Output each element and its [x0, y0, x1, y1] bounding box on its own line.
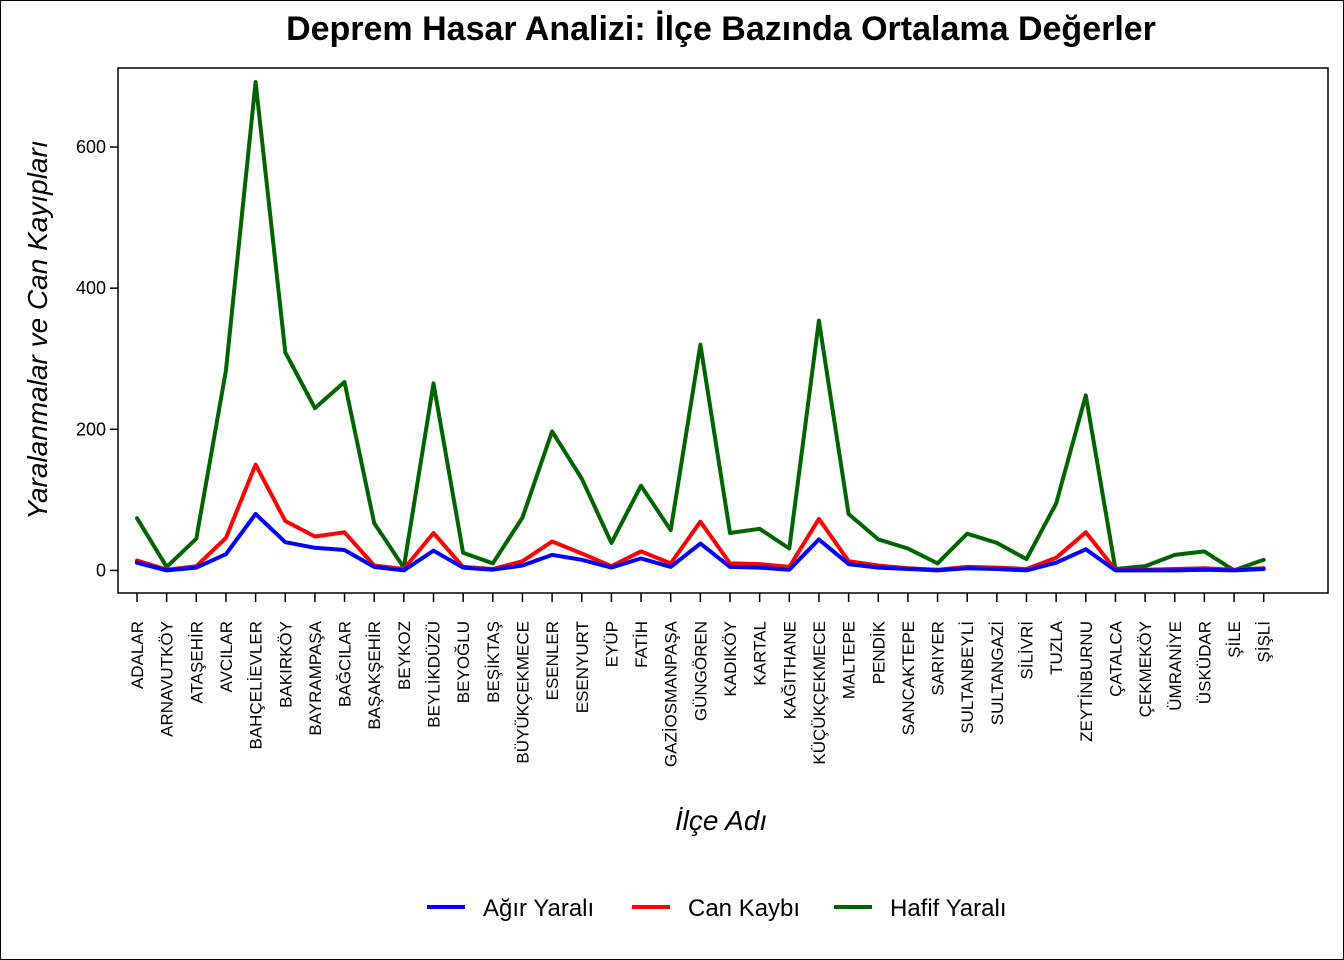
x-tick-label: ŞİŞLİ — [1255, 621, 1274, 663]
x-tick-label: ÇEKMEKÖY — [1136, 621, 1155, 717]
x-tick-label: KADIKÖY — [721, 621, 740, 697]
x-tick-label: SANCAKTEPE — [899, 621, 918, 735]
legend-label: Ağır Yaralı — [483, 895, 594, 922]
x-tick-label: BEŞİKTAŞ — [484, 621, 503, 703]
chart-title: Deprem Hasar Analizi: İlçe Bazında Ortal… — [286, 10, 1156, 48]
legend-label: Hafif Yaralı — [890, 895, 1007, 922]
y-tick-label: 0 — [96, 560, 106, 580]
x-tick-label: ARNAVUTKÖY — [158, 621, 177, 737]
legend: Ağır Yaralı Can Kaybı Hafif Yaralı — [427, 895, 1007, 922]
y-axis: 0 200 400 600 — [76, 137, 118, 580]
x-tick-label: GAZİOSMANPAŞA — [662, 620, 681, 767]
x-tick-label: BEYOĞLU — [454, 621, 473, 703]
x-tick-label: EYÜP — [602, 621, 621, 667]
x-tick-label: KAĞITHANE — [780, 621, 799, 719]
y-tick-label: 400 — [76, 278, 106, 298]
y-tick-label: 600 — [76, 137, 106, 157]
legend-label: Can Kaybı — [688, 895, 800, 922]
x-tick-label: SİLİVRİ — [1018, 621, 1037, 680]
x-tick-label: KÜÇÜKÇEKMECE — [810, 621, 829, 765]
plot-area — [117, 67, 1329, 594]
x-tick-label: ZEYTİNBURNU — [1077, 621, 1096, 742]
x-tick-label: ÇATALCA — [1106, 620, 1125, 697]
x-tick-label: KARTAL — [751, 621, 770, 686]
x-tick-label: BAHÇELİEVLER — [247, 621, 266, 750]
series-line-0 — [135, 512, 1266, 573]
x-tick-label: ATAŞEHİR — [187, 621, 206, 704]
x-tick-label: BEYKOZ — [395, 621, 414, 690]
x-tick-label: ÜMRANİYE — [1166, 621, 1185, 711]
x-tick-label: TUZLA — [1047, 620, 1066, 675]
x-tick-label: ESENYURT — [573, 621, 592, 713]
x-tick-label: SARIYER — [929, 621, 948, 696]
series-line-1 — [135, 462, 1266, 572]
x-tick-label: PENDİK — [869, 620, 888, 684]
x-tick-label: ÜSKÜDAR — [1195, 621, 1214, 704]
x-tick-label: BAŞAKŞEHİR — [365, 621, 384, 730]
x-axis: ADALAR ARNAVUTKÖY ATAŞEHİR AVCILAR BAHÇELİEV… — [128, 593, 1274, 767]
x-tick-label: FATİH — [632, 621, 651, 668]
x-tick-label: ŞİLE — [1225, 621, 1244, 658]
x-tick-label: BÜYÜKÇEKMECE — [513, 621, 532, 764]
x-tick-label: BAYRAMPAŞA — [306, 620, 325, 735]
x-tick-label: BAĞCILAR — [336, 621, 355, 707]
y-axis-title: Yaralanmalar ve Can Kayıpları — [22, 140, 53, 519]
y-tick-label: 200 — [76, 419, 106, 439]
x-tick-label: ADALAR — [128, 621, 147, 689]
series-lines — [135, 80, 1266, 573]
series-line-2 — [135, 80, 1266, 573]
x-axis-title: İlçe Adı — [675, 805, 767, 836]
x-tick-label: GÜNGÖREN — [691, 621, 710, 721]
x-tick-label: SULTANGAZİ — [988, 621, 1007, 725]
x-tick-label: ESENLER — [543, 621, 562, 700]
x-tick-label: SULTANBEYLİ — [958, 621, 977, 734]
x-tick-label: MALTEPE — [840, 621, 859, 699]
x-tick-label: AVCILAR — [217, 621, 236, 693]
x-tick-label: BAKIRKÖY — [276, 621, 295, 708]
x-tick-label: BEYLİKDÜZÜ — [425, 621, 444, 728]
